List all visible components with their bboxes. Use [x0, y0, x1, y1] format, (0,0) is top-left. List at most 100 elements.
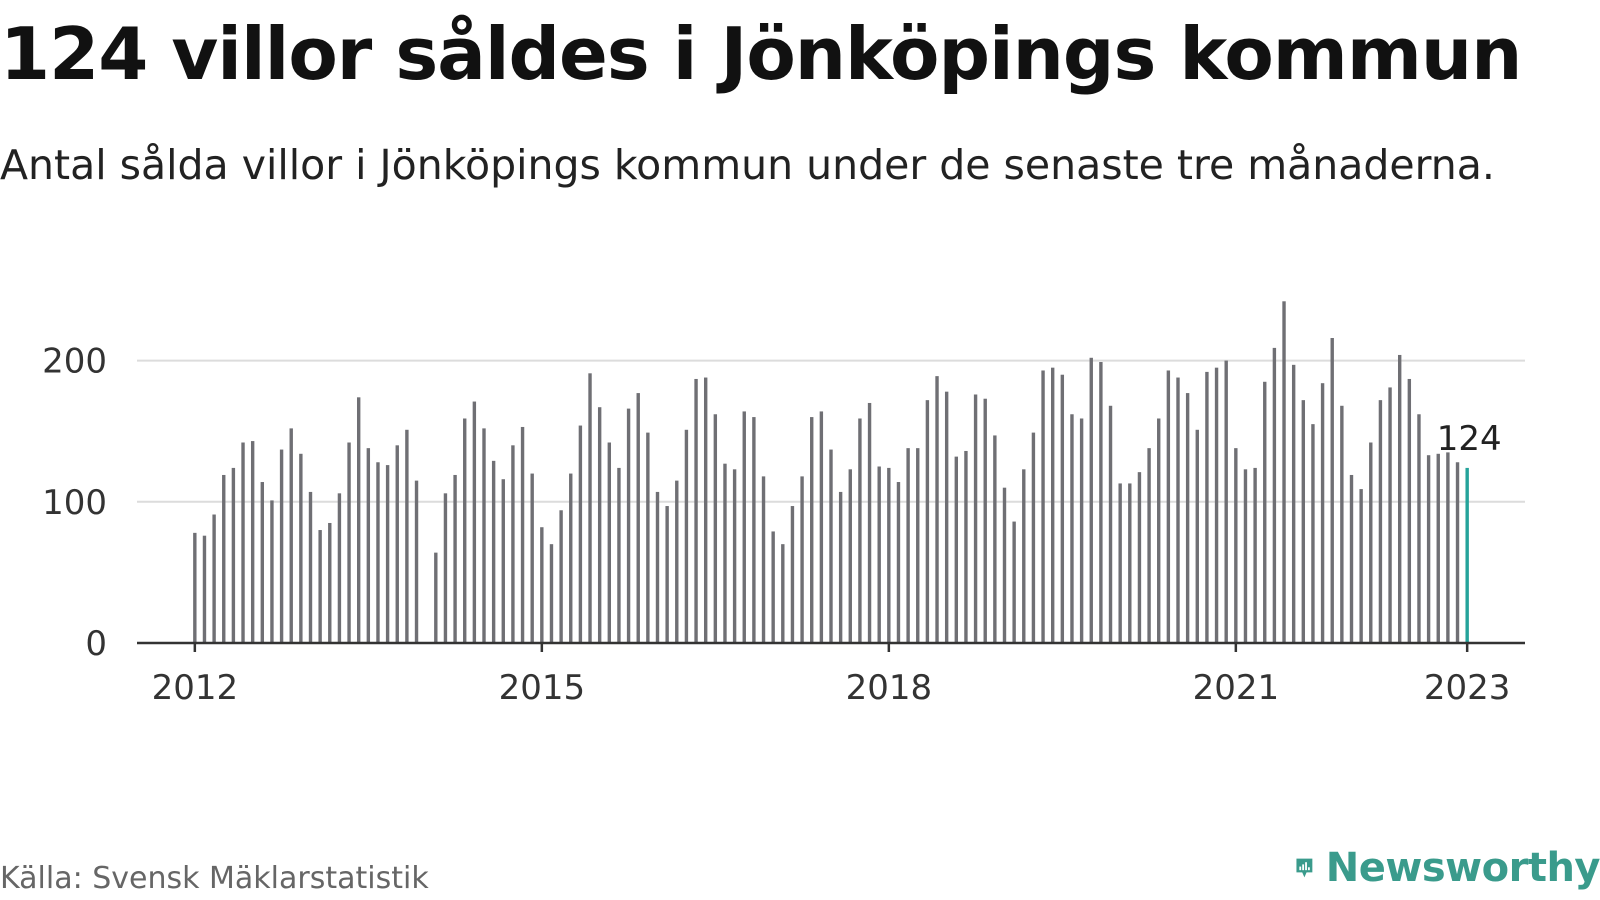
bar	[414, 480, 419, 643]
bar	[405, 429, 409, 643]
bar	[694, 378, 698, 643]
bar	[1234, 448, 1238, 643]
bar	[1397, 354, 1402, 643]
bar	[463, 418, 467, 643]
bar	[771, 531, 775, 643]
bar	[588, 373, 592, 643]
bar	[530, 473, 534, 643]
bar	[925, 400, 930, 643]
bar	[723, 463, 727, 643]
bar	[1089, 357, 1093, 643]
bar	[1253, 467, 1257, 643]
bar	[279, 449, 284, 643]
bar	[964, 450, 968, 643]
bar	[665, 506, 669, 643]
bar	[877, 466, 881, 643]
bar	[906, 448, 910, 643]
bar	[993, 435, 997, 643]
bar	[1012, 521, 1016, 643]
bar	[337, 493, 342, 643]
bar	[887, 467, 891, 643]
bar	[1426, 455, 1431, 643]
bar	[347, 442, 351, 643]
bars	[193, 301, 1469, 643]
source-note: Källa: Svensk Mäklarstatistik	[0, 861, 429, 896]
bar	[1022, 469, 1026, 643]
bar	[896, 482, 901, 643]
bar	[810, 417, 814, 643]
bar	[1224, 360, 1228, 643]
bar	[1301, 400, 1306, 643]
bar	[299, 453, 303, 643]
bar	[1031, 432, 1036, 643]
bar	[713, 414, 718, 643]
bar	[569, 473, 573, 643]
bar	[858, 418, 862, 643]
bar	[356, 397, 361, 643]
bar	[829, 449, 833, 643]
brand-name: Newsworthy	[1325, 845, 1600, 891]
bar	[1137, 472, 1142, 643]
bar	[308, 491, 313, 643]
bar	[328, 522, 332, 643]
bar-chart: 0 100 200 2012 2015 2018 2021 2023 124	[42, 301, 1525, 708]
bar	[501, 479, 505, 643]
bar	[520, 426, 525, 643]
bar	[1118, 483, 1122, 643]
bar	[260, 482, 265, 643]
bar	[395, 445, 399, 643]
bar	[1407, 378, 1412, 643]
bar	[1446, 452, 1450, 643]
bar-highlight	[1465, 467, 1469, 643]
x-tick-label: 2023	[1424, 668, 1511, 708]
bar	[626, 408, 631, 643]
bar	[1147, 448, 1151, 643]
bar	[742, 411, 746, 643]
bar	[973, 394, 978, 643]
bar	[1388, 387, 1392, 643]
bar	[1128, 483, 1132, 643]
bar	[385, 465, 390, 643]
y-tick-label: 200	[42, 342, 107, 382]
bar	[1272, 347, 1277, 643]
bar	[202, 535, 207, 643]
bar	[800, 476, 804, 643]
bar	[1311, 424, 1315, 643]
data-label-latest: 124	[1437, 419, 1502, 459]
bar	[1263, 381, 1267, 643]
bar	[1157, 418, 1161, 643]
chart-subtitle: Antal sålda villor i Jönköpings kommun u…	[0, 141, 1495, 189]
bar	[983, 398, 987, 643]
bar	[1291, 364, 1296, 643]
bar	[655, 491, 660, 643]
bar	[1359, 489, 1363, 643]
y-tick-label: 0	[85, 624, 107, 664]
bar	[1320, 383, 1325, 643]
bar	[607, 442, 612, 643]
bar	[1378, 400, 1383, 643]
bar	[1205, 371, 1209, 643]
x-tick-label: 2018	[846, 668, 933, 708]
bar	[867, 402, 872, 643]
bar	[781, 544, 785, 643]
bar	[1417, 414, 1421, 643]
bar	[482, 428, 486, 643]
bar	[434, 552, 438, 643]
bar	[318, 530, 322, 643]
bar	[559, 510, 563, 643]
bar	[1185, 393, 1190, 643]
tick-labels: 0 100 200 2012 2015 2018 2021 2023	[42, 342, 1510, 708]
bar	[675, 480, 679, 643]
bar	[944, 391, 949, 643]
bar	[1282, 301, 1286, 643]
bar	[472, 401, 477, 643]
bar	[1214, 367, 1219, 643]
newsworthy-logo: Newsworthy	[1295, 838, 1600, 898]
bar	[1436, 453, 1440, 643]
bar	[1455, 462, 1460, 643]
bar	[1060, 374, 1065, 643]
x-tick-label: 2015	[499, 668, 586, 708]
bar	[1176, 377, 1180, 643]
bar	[1108, 405, 1113, 643]
bar	[549, 544, 554, 643]
